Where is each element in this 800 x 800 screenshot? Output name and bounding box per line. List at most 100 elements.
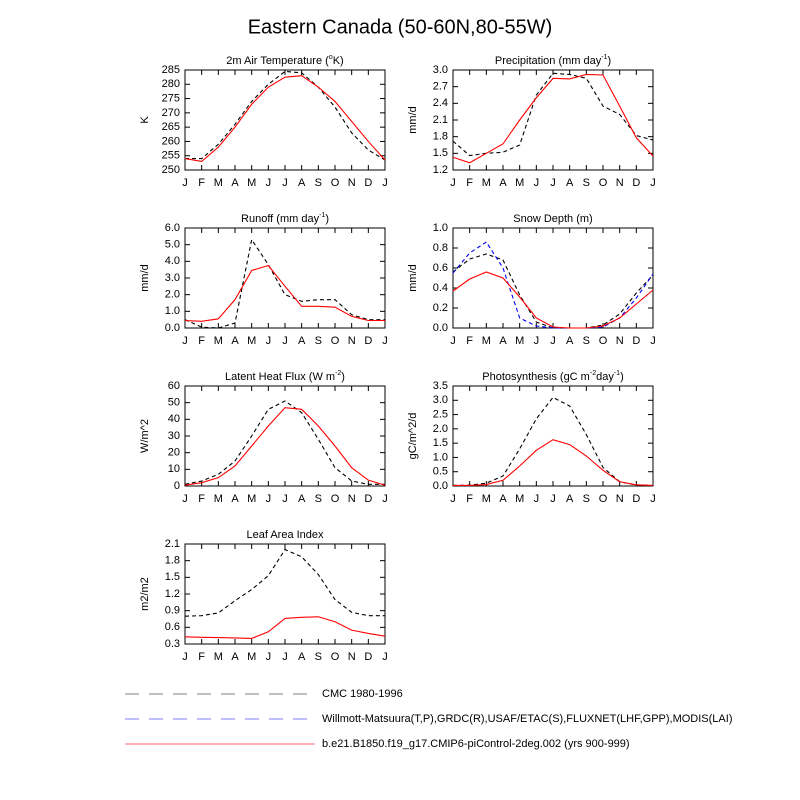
title-superscript: -2 — [590, 370, 596, 377]
y-tick-label: 260 — [162, 135, 180, 147]
title-text: Snow Depth (m) — [513, 213, 592, 225]
x-tick-label: F — [466, 335, 473, 347]
series-line — [452, 72, 654, 157]
y-tick-label: 1.0 — [433, 222, 448, 234]
title-text: Precipitation (mm day — [495, 55, 602, 67]
x-tick-label: J — [382, 335, 388, 347]
x-tick-label: A — [231, 493, 239, 505]
y-tick-label: 275 — [162, 92, 180, 104]
panel: Snow Depth (m)mm/d0.00.20.40.60.81.0J F M A… — [407, 213, 656, 347]
x-tick-label: M — [247, 493, 256, 505]
x-tick-label: M — [482, 177, 491, 189]
panel-title: Precipitation (mm day-1) — [495, 54, 611, 67]
y-tick-label: 2.5 — [433, 408, 448, 420]
title-superscript: -2 — [335, 370, 341, 377]
x-tick-label: M — [214, 493, 223, 505]
x-tick-label: J — [550, 493, 556, 505]
series-line — [184, 400, 385, 485]
series-line — [184, 616, 386, 639]
x-tick-label: F — [466, 493, 473, 505]
y-tick-label: 6.0 — [165, 222, 180, 234]
x-tick-label: N — [616, 335, 624, 347]
y-tick-label: 3.0 — [165, 272, 180, 284]
x-tick-label: J — [266, 177, 272, 189]
x-tick-label: M — [515, 177, 524, 189]
y-tick-label: 2.0 — [165, 289, 180, 301]
x-tick-label: A — [298, 651, 306, 663]
x-tick-label: J — [182, 177, 188, 189]
panel-title: Snow Depth (m) — [513, 213, 592, 225]
x-tick-label: J — [450, 177, 456, 189]
y-tick-label: 255 — [162, 150, 180, 162]
title-text: K) — [333, 55, 344, 67]
x-tick-label: N — [616, 177, 624, 189]
series-line — [184, 75, 386, 163]
y-tick-label: 4.0 — [165, 255, 180, 267]
y-tick-label: 2.0 — [433, 423, 448, 435]
y-tick-label: 2.1 — [165, 538, 180, 550]
y-tick-label: 3.0 — [433, 64, 448, 76]
title-superscript: -1 — [601, 54, 607, 61]
panel: Runoff (mm day-1) mm/d 0.0 1.0 2.0 3.0 4.0 5.0 6… — [139, 212, 388, 347]
title-text: Runoff (mm day — [241, 213, 320, 225]
x-tick-label: M — [482, 335, 491, 347]
y-tick-label: 0 — [174, 480, 180, 492]
y-tick-label: 0.6 — [433, 262, 448, 274]
y-tick-label: 20 — [168, 447, 180, 459]
x-tick-label: S — [583, 493, 590, 505]
x-tick-label: N — [348, 335, 356, 347]
x-tick-label: S — [583, 335, 590, 347]
y-tick-label: 0.4 — [433, 282, 448, 294]
panel: Latent Heat Flux (W m-2) W/m^2 0 10 20 30 40 50… — [139, 370, 388, 505]
plot-frame — [452, 227, 654, 329]
y-axis-label: mm/d — [407, 264, 419, 292]
y-tick-label: 280 — [162, 78, 180, 90]
y-tick-label: 10 — [168, 463, 180, 475]
y-tick-label: 3.0 — [433, 394, 448, 406]
y-axis-label: K — [139, 116, 151, 124]
legend-label: Willmott-Matsuura(T,P),GRDC(R),USAF/ETAC… — [322, 713, 733, 725]
x-tick-label: F — [198, 335, 205, 347]
x-tick-label: N — [348, 177, 356, 189]
y-tick-label: 50 — [168, 397, 180, 409]
x-tick-label: A — [298, 177, 306, 189]
x-tick-label: M — [214, 335, 223, 347]
y-tick-label: 265 — [162, 121, 180, 133]
x-tick-label: J — [282, 335, 288, 347]
x-tick-label: J — [534, 493, 540, 505]
panel-title: Latent Heat Flux (W m-2) — [225, 370, 345, 383]
x-tick-label: A — [231, 335, 239, 347]
series-line — [185, 70, 386, 161]
y-tick-label: 0.8 — [433, 242, 448, 254]
x-tick-label: J — [266, 651, 272, 663]
x-tick-label: A — [231, 177, 239, 189]
series-line — [452, 73, 654, 164]
y-axis-label: m2/m2 — [139, 577, 151, 611]
title-text: Leaf Area Index — [246, 529, 324, 541]
title-text: day — [596, 371, 614, 383]
x-tick-label: A — [298, 493, 306, 505]
x-tick-label: O — [331, 335, 340, 347]
y-tick-label: 0.0 — [165, 322, 180, 334]
series-line — [184, 238, 385, 329]
y-tick-label: 1.2 — [165, 588, 180, 600]
x-tick-label: J — [266, 335, 272, 347]
y-tick-label: 1.5 — [433, 147, 448, 159]
x-tick-label: D — [364, 493, 372, 505]
x-tick-label: F — [466, 177, 473, 189]
y-tick-label: 1.5 — [165, 571, 180, 583]
y-tick-label: 0.3 — [165, 638, 180, 650]
title-text: ) — [607, 55, 611, 67]
x-tick-label: J — [382, 651, 388, 663]
x-tick-label: J — [282, 651, 288, 663]
x-tick-label: O — [599, 335, 608, 347]
x-tick-label: A — [566, 177, 574, 189]
x-tick-label: M — [247, 335, 256, 347]
series-line — [452, 271, 654, 329]
x-tick-label: O — [599, 177, 608, 189]
x-tick-label: O — [331, 651, 340, 663]
y-tick-label: 5.0 — [165, 239, 180, 251]
title-superscript: o — [329, 54, 333, 61]
y-tick-label: 0.0 — [433, 322, 448, 334]
x-tick-label: A — [566, 493, 574, 505]
